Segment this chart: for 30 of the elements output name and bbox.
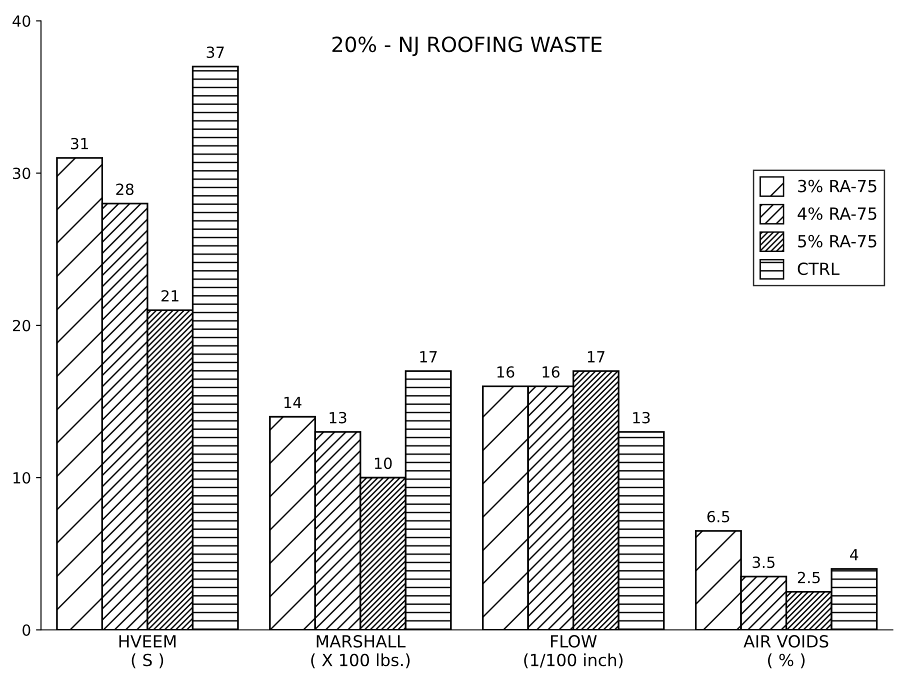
data-label: 13 [633,412,650,424]
data-label: 17 [588,351,604,362]
legend-label: 5% RA-75 [798,234,876,248]
text: 20% - NJ ROOFING WASTE [332,36,602,56]
data-label: 37 [206,46,224,58]
legend-label: 4% RA-75 [798,207,876,220]
data-label: 3.5 [752,556,774,568]
data-label: 10 [375,458,392,470]
data-label: 28 [116,184,134,196]
data-label: 17 [420,351,437,362]
data-label: 14 [284,396,302,408]
y-tick-label: 40 [12,15,30,27]
y-tick-label: 0 [22,624,30,636]
x-tick-label: MARSHALL ( X 100 lbs.) [311,635,410,668]
x-tick-label: AIR VOIDS ( % ) [744,635,828,668]
legend-label: 3% RA-75 [798,180,876,192]
y-tick-label: 30 [12,168,30,180]
y-tick-label: 20 [12,320,30,332]
data-label: 21 [161,290,178,302]
x-tick-label: FLOW (1/100 inch) [524,635,623,668]
data-label: 16 [497,366,514,378]
data-label: 16 [542,366,560,378]
data-label: 31 [71,138,88,150]
legend-label: CTRL [798,262,840,276]
data-label: 4 [850,549,858,560]
data-label: 2.5 [798,572,820,584]
y-tick-label: 10 [14,472,30,484]
x-tick-label: HVEEM ( S ) [119,635,176,668]
data-label: 6.5 [707,510,730,522]
data-label: 13 [330,412,346,424]
